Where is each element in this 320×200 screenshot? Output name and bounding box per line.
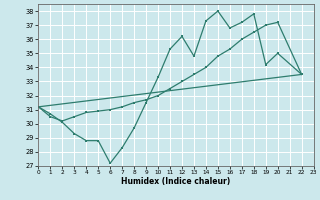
X-axis label: Humidex (Indice chaleur): Humidex (Indice chaleur) <box>121 177 231 186</box>
